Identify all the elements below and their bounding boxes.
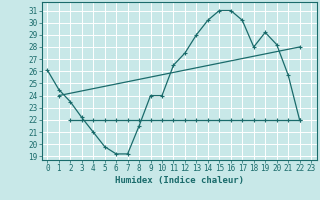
X-axis label: Humidex (Indice chaleur): Humidex (Indice chaleur): [115, 176, 244, 185]
